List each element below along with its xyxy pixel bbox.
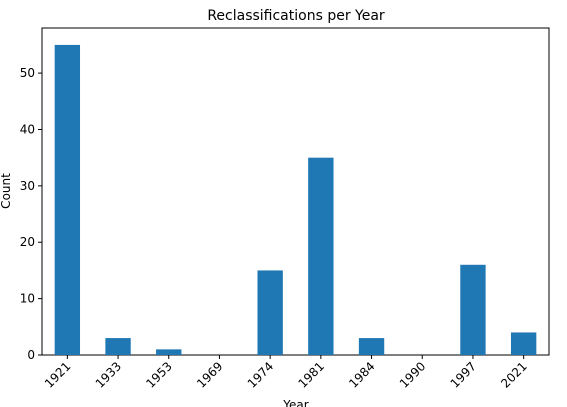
chart-title: Reclassifications per Year — [207, 8, 385, 24]
y-tick-label: 10 — [20, 292, 35, 306]
bar-1933 — [105, 338, 131, 355]
x-tick-label: 1997 — [448, 359, 479, 390]
bar-2021 — [510, 332, 537, 355]
x-axis-label: Year — [282, 398, 308, 407]
bars — [54, 44, 537, 356]
plot-frame — [41, 27, 550, 356]
y-axis: 0 10 20 30 40 50 — [20, 66, 42, 362]
x-tick-label: 1969 — [194, 359, 225, 390]
bar-1953 — [156, 349, 182, 355]
y-tick-label: 40 — [20, 122, 35, 136]
bar-1974 — [257, 270, 283, 355]
x-tick-label: 1921 — [42, 359, 73, 390]
y-tick-label: 50 — [20, 66, 35, 80]
bar-1997 — [460, 264, 486, 355]
x-tick-label: 1990 — [397, 359, 428, 390]
bar-1984 — [358, 338, 385, 355]
y-tick-label: 30 — [20, 179, 35, 193]
x-tick-label: 1981 — [295, 359, 326, 390]
y-tick-label: 20 — [20, 235, 35, 249]
x-tick-label: 1953 — [143, 359, 174, 390]
bar-1921 — [54, 44, 81, 356]
plot-area — [41, 27, 550, 356]
x-tick-label: 2021 — [498, 359, 529, 390]
x-tick-label: 1974 — [245, 359, 276, 390]
x-tick-label: 1933 — [93, 359, 124, 390]
x-axis: 1921 1933 1953 1969 1974 1981 1984 1990 1997 2021 — [42, 355, 530, 391]
y-axis-label: Count — [0, 173, 13, 209]
y-tick-label: 0 — [27, 348, 35, 362]
x-tick-label: 1984 — [346, 359, 377, 390]
bar-1981 — [308, 157, 334, 355]
